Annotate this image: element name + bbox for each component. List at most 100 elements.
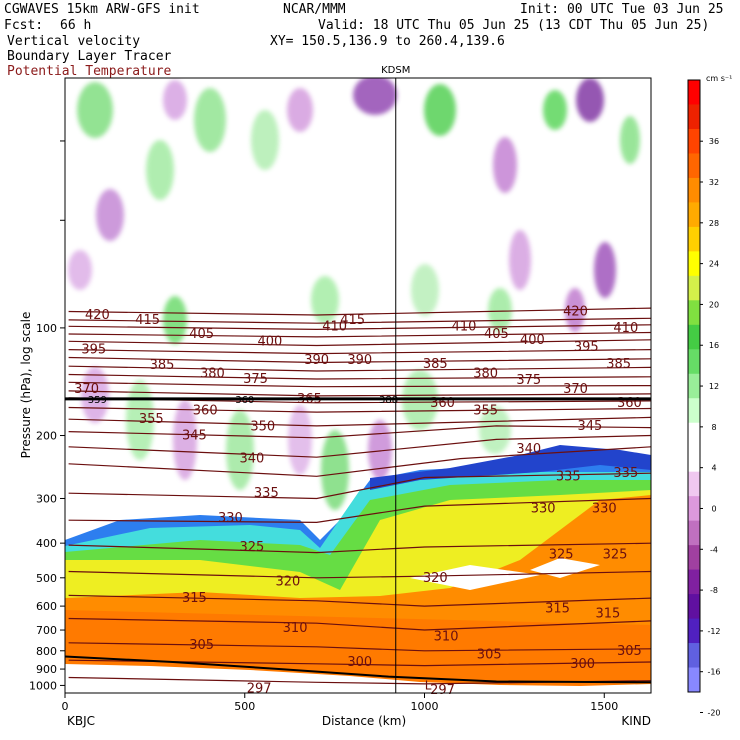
y-tick-label: 300	[36, 492, 57, 505]
theta-contour-label: 405	[189, 327, 214, 342]
theta-contour-300	[68, 659, 651, 667]
colorbar-swatch	[688, 300, 700, 326]
y-axis-title: Pressure (hPa), log scale	[19, 312, 33, 459]
terrain	[65, 664, 651, 693]
downdraft-cell	[288, 405, 312, 475]
theta-contour-315	[68, 594, 651, 607]
theta-contour-390	[68, 356, 651, 364]
updraft-cell	[479, 406, 511, 454]
colorbar-label: 16	[709, 341, 719, 350]
theta-contour-370	[68, 390, 651, 397]
theta-contour-label: 410	[452, 319, 477, 334]
theta-contour-label: 375	[243, 372, 268, 387]
y-tick-label: 900	[36, 663, 57, 676]
updraft-cell	[321, 430, 349, 510]
updraft-cell	[163, 296, 187, 344]
colorbar-label: 4	[711, 464, 716, 473]
init-time: Init: 00 UTC Tue 03 Jun 25	[520, 2, 724, 17]
theta-contour-400	[68, 339, 651, 347]
theta-contour-305	[68, 642, 651, 652]
low-marker: L	[425, 678, 432, 692]
theta-contour-label: 330	[592, 502, 617, 517]
colorbar-swatch	[688, 177, 700, 203]
theta-contour-385	[68, 365, 651, 372]
updraft-cell	[77, 82, 113, 138]
colorbar-label: 36	[709, 137, 719, 146]
theta-contour-415	[68, 317, 651, 324]
y-axis: 100 200 300 400 500 600 700 800 900 1000	[29, 140, 65, 692]
theta-contour-label: 385	[150, 358, 175, 373]
theta-contour-350	[68, 425, 651, 439]
colorbar-swatch	[688, 104, 700, 130]
colorbar-swatch	[688, 447, 700, 473]
updraft-cell	[194, 88, 226, 152]
tropopause-label: 360	[235, 395, 254, 406]
colorbar-swatch	[688, 80, 700, 105]
colorbar-swatch	[688, 667, 700, 693]
start-station-label: KBJC	[67, 714, 95, 728]
theta-contour-label: 335	[613, 466, 638, 481]
downdraft-cell	[163, 80, 187, 120]
theta-contour-label: 335	[254, 486, 279, 501]
updraft-cell	[226, 410, 254, 490]
theta-contour-label: 400	[520, 333, 545, 348]
x-tick-label: 1000	[411, 700, 439, 713]
cross-section-endpoints: XY= 150.5,136.9 to 260.4,139.6	[270, 34, 505, 49]
tropopause-line: 359 360 388 L	[65, 395, 651, 692]
field-potential-temperature: Potential Temperature	[7, 64, 172, 79]
y-tick-label: 100	[36, 322, 57, 335]
y-tick-label: 700	[36, 624, 57, 637]
downdraft-cell	[68, 250, 92, 290]
theta-contour-label: 395	[574, 340, 599, 355]
theta-contour-330	[68, 497, 651, 524]
colorbar-label: 28	[709, 219, 719, 228]
theta-contour-label: 370	[74, 382, 99, 397]
downdraft-cell	[493, 137, 517, 193]
downdraft-cell	[594, 242, 616, 298]
theta-contour-label: 300	[570, 657, 595, 672]
colorbar-units: cm s⁻¹	[706, 74, 732, 83]
theta-contour-label: 305	[189, 638, 214, 653]
updraft-cell	[411, 264, 439, 316]
plot-frame	[64, 77, 652, 694]
downdraft-cell	[81, 367, 109, 423]
theta-contour-label: 300	[347, 655, 372, 670]
updraft-cell	[146, 140, 174, 200]
x-tick-label: 1500	[590, 700, 618, 713]
theta-contour-label: 410	[322, 319, 347, 334]
theta-contour-420	[68, 307, 651, 316]
colorbar-label: 24	[709, 260, 719, 269]
tracer-inversion-gap	[410, 565, 540, 590]
theta-contour-410	[68, 324, 651, 331]
downdraft-cell	[353, 78, 397, 115]
colorbar-swatch	[688, 618, 700, 644]
colorbar-swatch	[688, 520, 700, 546]
colorbar-swatch	[688, 496, 700, 522]
downdraft-cell	[96, 189, 124, 241]
theta-contour-label: 330	[531, 502, 556, 517]
theta-contour-label: 380	[200, 366, 225, 381]
updraft-cell	[543, 90, 567, 130]
theta-contour-label: 310	[434, 630, 459, 645]
theta-contour-325	[68, 542, 651, 554]
downdraft-cell	[368, 420, 392, 480]
theta-contour-320	[68, 570, 651, 579]
theta-contour-label: 310	[283, 621, 308, 636]
filled-fields	[65, 78, 651, 693]
theta-contour-label: 400	[258, 334, 283, 349]
theta-contour-label: 420	[85, 308, 110, 323]
forecast-hour: 66 h	[60, 18, 92, 33]
colorbar: 36 32 28 24 20 16 12 8 4 0 -4 -8 -12 -16 -20	[687, 79, 721, 718]
theta-contour-375	[68, 381, 651, 388]
downdraft-cell	[509, 230, 531, 290]
tracer-inversion-gap	[530, 558, 600, 578]
theta-contour-label: 375	[516, 373, 541, 388]
theta-contour-label: 330	[218, 511, 243, 526]
colorbar-swatch	[688, 324, 700, 350]
theta-contour-label: 355	[139, 412, 164, 427]
colorbar-label: 32	[709, 178, 719, 187]
downdraft-cell	[287, 88, 313, 132]
colorbar-swatch	[688, 226, 700, 252]
colorbar-swatch	[688, 569, 700, 595]
